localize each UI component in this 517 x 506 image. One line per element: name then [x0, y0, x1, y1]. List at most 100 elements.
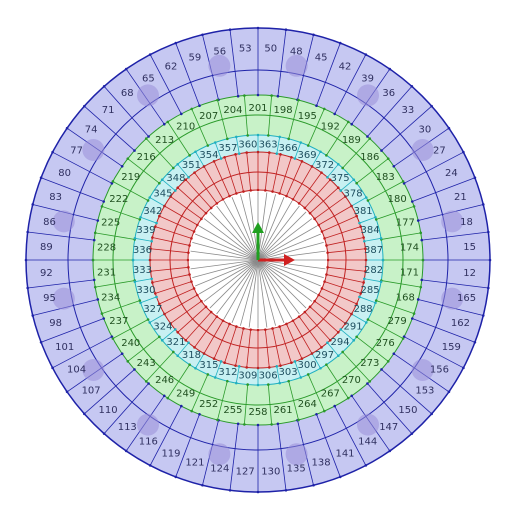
mesh-node [328, 178, 332, 182]
mesh-node [374, 215, 377, 219]
mesh-node [350, 204, 353, 208]
mesh-line [351, 313, 367, 323]
node-label: 74 [85, 124, 98, 135]
spoke [190, 259, 259, 270]
spoke [248, 259, 259, 328]
mesh-line [40, 177, 104, 202]
mesh-line [214, 361, 222, 378]
mesh-line [194, 172, 218, 204]
mesh-node [26, 230, 29, 234]
mesh-line [191, 108, 209, 146]
node-label: 318 [182, 350, 201, 361]
mesh-line [316, 42, 341, 106]
mesh-node [276, 94, 280, 98]
mesh-node [338, 41, 342, 45]
mesh-node [126, 157, 130, 160]
spoke [257, 259, 300, 315]
spoke [198, 225, 259, 261]
node-label: 252 [199, 399, 218, 410]
spoke [257, 259, 285, 323]
mesh-line [235, 136, 240, 154]
mesh-node [312, 483, 315, 487]
mesh-node [206, 144, 210, 147]
node-label: 216 [137, 152, 156, 163]
mesh-line [326, 274, 364, 283]
mesh-line [412, 318, 476, 343]
mesh-line [27, 231, 95, 241]
mesh-line [279, 326, 292, 363]
mesh-line [277, 29, 287, 97]
mesh-line [159, 215, 195, 232]
mesh-node [366, 199, 370, 202]
mesh-line [149, 54, 182, 115]
spoke [192, 259, 259, 278]
node-label: 228 [97, 242, 116, 253]
mesh-node [320, 230, 324, 233]
mesh-line [194, 316, 218, 348]
mesh-node [209, 206, 213, 210]
mesh-node [201, 483, 204, 487]
node-label: 62 [165, 62, 178, 73]
mesh-node [216, 98, 219, 102]
mesh-node [319, 150, 322, 154]
mesh-node [363, 277, 366, 281]
node-label: 71 [102, 105, 115, 116]
mesh-node [323, 280, 326, 283]
mesh-node [166, 120, 170, 124]
mesh-node [308, 305, 312, 309]
node-label: 288 [354, 304, 373, 315]
node-label: 366 [278, 143, 297, 154]
spoke [209, 211, 259, 261]
node-label: 315 [199, 360, 218, 371]
mesh-node [339, 189, 343, 192]
node-label: 89 [40, 242, 53, 253]
mesh-node [364, 196, 368, 199]
mesh-line [307, 108, 325, 146]
mesh-node [228, 322, 231, 326]
mesh-line [314, 300, 346, 324]
mesh-line [314, 196, 346, 220]
mesh-node [401, 337, 405, 340]
node-label: 384 [361, 225, 380, 236]
mesh-line [288, 99, 299, 139]
mesh-line [177, 342, 189, 357]
node-label: 156 [430, 365, 449, 376]
mesh-node [212, 160, 216, 163]
mesh-node [202, 165, 206, 168]
mesh-node [96, 298, 100, 301]
mesh-node [447, 126, 451, 130]
mesh-node [392, 164, 396, 168]
mesh-node [328, 338, 332, 342]
mesh-node [173, 328, 177, 331]
column-blob [136, 413, 159, 436]
mesh-line [127, 158, 160, 184]
mesh-line [246, 329, 252, 368]
mesh-node [213, 376, 217, 379]
mesh-node [187, 266, 190, 269]
node-label: 48 [290, 46, 303, 57]
mesh-line [356, 158, 389, 184]
node-label: 267 [321, 389, 340, 400]
node-label: 59 [189, 53, 202, 64]
mesh-node [374, 218, 378, 221]
mesh-node [264, 328, 267, 331]
mesh-node [190, 107, 194, 111]
mesh-node [299, 141, 303, 144]
mesh-node [93, 231, 97, 235]
mesh-line [286, 323, 303, 359]
mesh-line [103, 383, 149, 434]
mesh-node [212, 357, 216, 360]
mesh-line [112, 181, 149, 201]
mesh-node [285, 322, 288, 326]
mesh-node [310, 165, 314, 168]
mesh-node [256, 423, 260, 427]
mesh-node [320, 346, 323, 349]
mesh-node [267, 366, 271, 369]
mesh-node [310, 352, 314, 355]
mesh-node [39, 340, 43, 344]
mesh-line [279, 157, 292, 194]
mesh-node [291, 319, 295, 322]
mesh-node [338, 475, 342, 479]
mesh-node [235, 192, 238, 195]
